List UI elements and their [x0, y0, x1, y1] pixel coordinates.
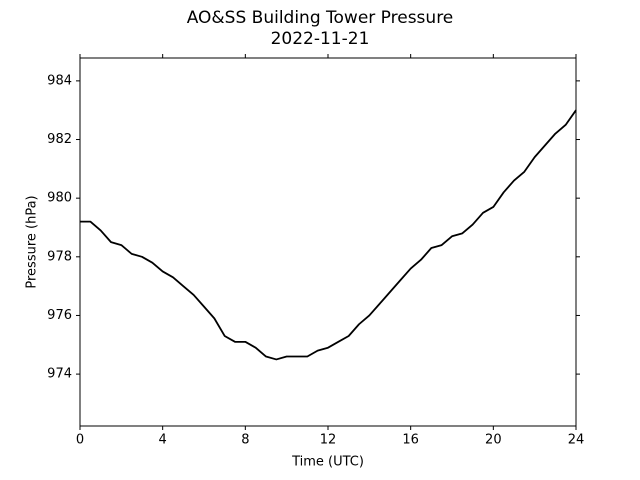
x-tick-label: 16: [402, 433, 419, 448]
y-tick-label: 982: [47, 132, 72, 147]
x-tick-label: 12: [320, 433, 337, 448]
y-tick-label: 984: [47, 73, 72, 88]
x-tick-label: 8: [241, 433, 249, 448]
data-line: [80, 109, 577, 361]
y-tick-label: 974: [47, 367, 72, 382]
chart-subtitle: 2022-11-21: [271, 29, 370, 49]
y-axis-label: Pressure (hPa): [25, 195, 40, 288]
x-axis-label: Time (UTC): [291, 455, 364, 470]
chart-title: AO&SS Building Tower Pressure: [187, 8, 454, 28]
y-tick-label: 976: [47, 308, 72, 323]
x-tick-label: 24: [568, 433, 585, 448]
plot-frame: [79, 57, 577, 427]
y-tick-label: 980: [47, 191, 72, 206]
x-tick-label: 4: [159, 433, 167, 448]
x-tick-label: 20: [485, 433, 502, 448]
y-tick-label: 978: [47, 249, 72, 264]
x-tick-label: 0: [76, 433, 84, 448]
